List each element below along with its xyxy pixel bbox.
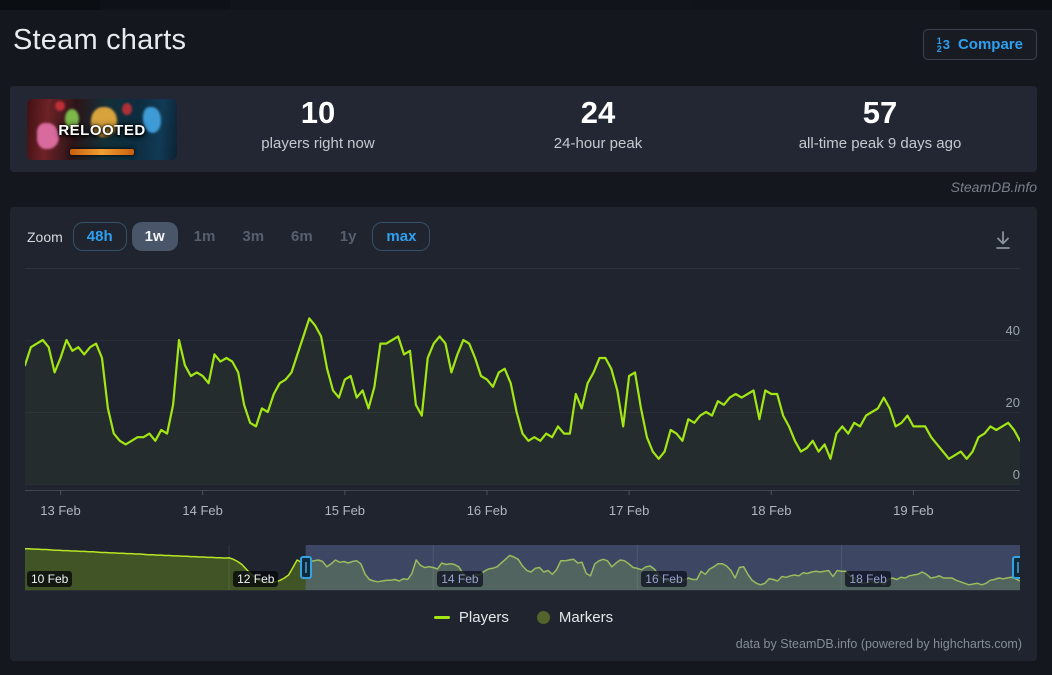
navigator-date-label: 12 Feb [233, 571, 279, 587]
x-axis-label: 19 Feb [893, 503, 934, 518]
range-button-6m[interactable]: 6m [280, 222, 324, 251]
stat-label: 24-hour peak [553, 135, 643, 152]
main-chart-plot-area[interactable]: 0 20 40 13 Feb 14 Feb 15 Feb 16 Feb 17 Feb 18 Fe… [25, 268, 1020, 526]
range-selector: 48h 1w 1m 3m 6m 1y max [72, 222, 436, 251]
y-axis-label: 20 [1005, 395, 1020, 410]
y-axis-label: 0 [1012, 467, 1020, 482]
game-logo-underline [70, 149, 134, 155]
range-button-1m[interactable]: 1m [183, 222, 227, 251]
legend-circle-swatch [536, 611, 550, 624]
stats-panel: RELOOTED 10 players right now 24 24-hour… [10, 86, 1037, 172]
x-axis-label: 17 Feb [608, 503, 650, 518]
download-chart-button[interactable] [991, 228, 1015, 254]
chart-credits[interactable]: data by SteamDB.info (powered by highcha… [735, 637, 1022, 651]
legend-line-swatch [433, 616, 450, 619]
navigator-date-label: 18 Feb [845, 571, 891, 587]
stat-alltime-peak: 57 all-time peak 9 days ago [740, 95, 1020, 152]
download-icon [996, 231, 1010, 249]
players-line-chart [25, 317, 1020, 495]
chrome-strip-segment [960, 0, 1052, 10]
navigator-date-label: 10 Feb [27, 571, 73, 587]
capsule-character-green [65, 109, 79, 129]
x-axis-label: 15 Feb [324, 503, 366, 518]
game-capsule-image[interactable]: RELOOTED [27, 99, 177, 160]
chart-panel: Zoom 48h 1w 1m 3m 6m 1y max 0 20 40 13 Feb 14 Feb 1… [10, 207, 1037, 661]
legend-item-markers[interactable]: Markers [536, 609, 614, 626]
steamdb-watermark: SteamDB.info [950, 179, 1037, 195]
navigator-date-label: 16 Feb [641, 571, 687, 587]
stat-players-now: 10 players right now [188, 95, 448, 152]
stat-label: all-time peak 9 days ago [798, 135, 962, 152]
zoom-label: Zoom [27, 228, 63, 245]
chrome-strip-segment [690, 0, 860, 10]
stat-value: 57 [862, 95, 898, 130]
x-axis-label: 16 Feb [466, 503, 508, 518]
navigator-date-label: 14 Feb [437, 571, 483, 587]
chart-navigator[interactable]: 10 Feb 12 Feb 14 Feb 16 Feb 18 Feb [25, 545, 1020, 591]
y-axis-label: 40 [1005, 323, 1020, 338]
range-button-3m[interactable]: 3m [231, 222, 275, 251]
capsule-red-light [122, 103, 132, 115]
stat-24h-peak: 24 24-hour peak [468, 95, 728, 152]
legend-label: Players [458, 609, 509, 626]
x-axis-label: 18 Feb [751, 503, 792, 518]
players-series-line [25, 317, 1020, 460]
capsule-red-light [55, 101, 65, 111]
range-button-48h[interactable]: 48h [72, 222, 127, 251]
chrome-strip-segment [0, 0, 230, 10]
page-title: Steam charts [13, 24, 187, 56]
legend-label: Markers [558, 609, 614, 626]
x-axis-label: 14 Feb [182, 503, 223, 518]
stat-value: 10 [300, 95, 336, 130]
compare-button-label: Compare [957, 36, 1023, 53]
legend-item-players[interactable]: Players [433, 609, 509, 626]
capsule-character-pink [37, 123, 59, 149]
stat-label: players right now [261, 135, 375, 152]
zoom-toolbar: Zoom 48h 1w 1m 3m 6m 1y max [27, 222, 435, 251]
navigator-area-chart [25, 545, 1020, 590]
capsule-character-center [91, 107, 117, 137]
x-axis-label: 13 Feb [40, 503, 81, 518]
chart-legend: Players Markers [10, 609, 1037, 626]
players-series-area [25, 318, 1020, 484]
range-button-1y[interactable]: 1y [329, 222, 368, 251]
range-button-1w[interactable]: 1w [131, 222, 178, 251]
chrome-strip-segment [0, 0, 100, 10]
browser-chrome-strip [0, 0, 1052, 10]
navigator-right-handle[interactable] [1012, 556, 1020, 579]
game-logo-text: RELOOTED [58, 122, 146, 139]
range-button-max[interactable]: max [372, 222, 431, 251]
navigator-left-handle[interactable] [299, 556, 312, 579]
chart-top-border [25, 268, 1020, 269]
capsule-character-blue [143, 107, 161, 133]
stat-value: 24 [580, 95, 616, 130]
